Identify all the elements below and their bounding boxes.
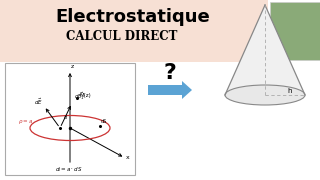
Text: $d_l = a \cdot dS$: $d_l = a \cdot dS$ bbox=[55, 165, 83, 174]
Text: h: h bbox=[287, 88, 292, 94]
Text: CALCUL DIRECT: CALCUL DIRECT bbox=[66, 30, 178, 42]
Polygon shape bbox=[225, 5, 305, 95]
Text: ?: ? bbox=[164, 63, 176, 83]
Text: x: x bbox=[126, 155, 130, 160]
Text: Electrostatique: Electrostatique bbox=[56, 8, 210, 26]
Text: $d\vec{E_1}$: $d\vec{E_1}$ bbox=[74, 91, 85, 102]
Polygon shape bbox=[148, 81, 192, 99]
FancyBboxPatch shape bbox=[0, 0, 268, 62]
Text: z: z bbox=[71, 64, 74, 69]
Text: $\alpha$: $\alpha$ bbox=[63, 114, 68, 121]
FancyBboxPatch shape bbox=[5, 63, 135, 175]
Text: dS: dS bbox=[101, 119, 107, 124]
Text: $d\vec{E}$: $d\vec{E}$ bbox=[34, 97, 43, 107]
Text: M(z): M(z) bbox=[79, 93, 91, 98]
Text: S: S bbox=[268, 0, 273, 2]
Text: $\rho = a$: $\rho = a$ bbox=[18, 118, 33, 126]
FancyBboxPatch shape bbox=[270, 2, 320, 60]
Ellipse shape bbox=[225, 85, 305, 105]
